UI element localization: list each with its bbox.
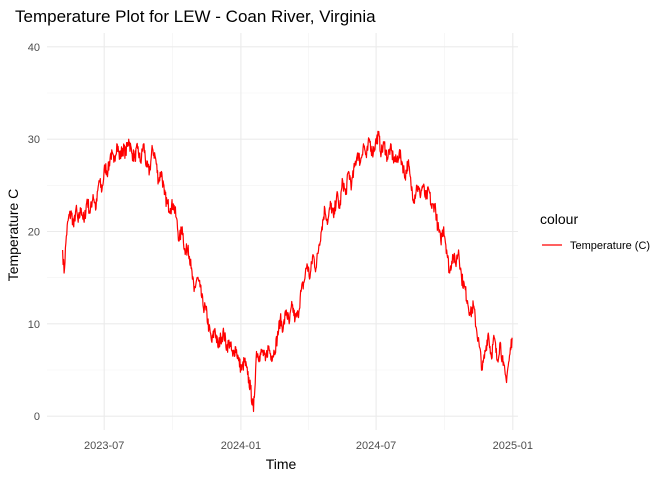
- x-axis-tick-labels: 2023-07 2024-01 2024-07 2025-01: [84, 440, 533, 452]
- x-tick-label: 2024-01: [221, 440, 261, 452]
- y-tick-label: 0: [34, 411, 40, 423]
- y-tick-label: 20: [28, 227, 40, 239]
- series-line-0: [62, 130, 513, 413]
- x-tick-label: 2023-07: [84, 440, 124, 452]
- y-axis-tick-labels: 0 10 20 30 40: [28, 42, 40, 423]
- chart-title: Temperature Plot for LEW - Coan River, V…: [15, 7, 376, 26]
- legend-title: colour: [540, 211, 578, 227]
- y-tick-label: 40: [28, 42, 40, 54]
- y-axis-title: Temperature C: [5, 189, 21, 282]
- x-axis-title: Time: [266, 456, 297, 472]
- legend: colour Temperature (C): [540, 211, 650, 252]
- legend-label-temperature: Temperature (C): [570, 240, 650, 252]
- series-layer: [62, 130, 513, 413]
- x-tick-label: 2025-01: [493, 440, 533, 452]
- major-gridlines: [47, 33, 518, 430]
- y-tick-label: 10: [28, 319, 40, 331]
- y-tick-label: 30: [28, 134, 40, 146]
- x-tick-label: 2024-07: [356, 440, 396, 452]
